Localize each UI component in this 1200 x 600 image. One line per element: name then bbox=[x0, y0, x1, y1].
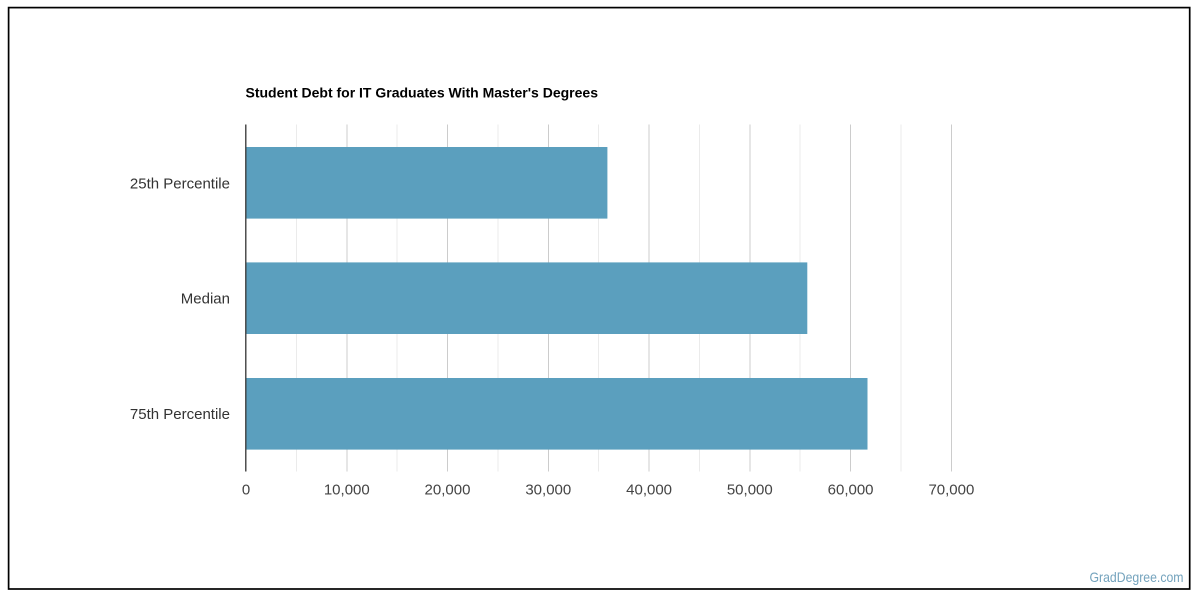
svg-text:20,000: 20,000 bbox=[425, 482, 471, 499]
svg-text:GradDegree.com: GradDegree.com bbox=[1090, 569, 1184, 585]
svg-text:50,000: 50,000 bbox=[727, 482, 773, 499]
svg-text:25th Percentile: 25th Percentile bbox=[130, 176, 230, 193]
svg-text:10,000: 10,000 bbox=[324, 482, 370, 499]
svg-text:Median: Median bbox=[181, 290, 230, 307]
svg-text:60,000: 60,000 bbox=[828, 482, 874, 499]
svg-text:40,000: 40,000 bbox=[626, 482, 672, 499]
svg-text:70,000: 70,000 bbox=[928, 482, 974, 499]
svg-text:Student Debt for IT Graduates: Student Debt for IT Graduates With Maste… bbox=[246, 85, 599, 101]
svg-text:0: 0 bbox=[242, 482, 250, 499]
svg-text:30,000: 30,000 bbox=[525, 482, 571, 499]
svg-text:75th Percentile: 75th Percentile bbox=[130, 406, 230, 423]
